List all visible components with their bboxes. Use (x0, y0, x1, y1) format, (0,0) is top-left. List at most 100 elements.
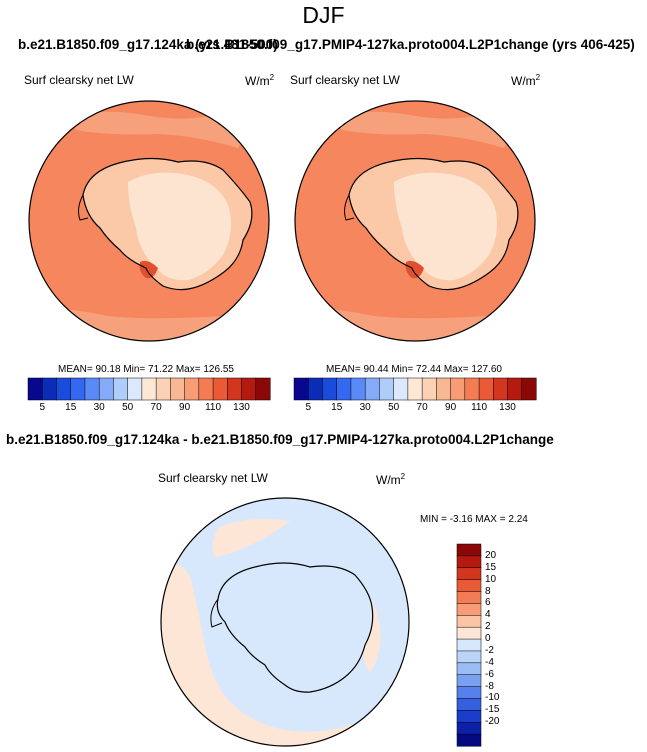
colorbar-level-label: 15 (485, 561, 497, 573)
left-colorbar-ticks: 5 15 30 50 70 90 110 130 (28, 402, 270, 416)
coastline (82, 157, 253, 291)
colorbar-swatch (464, 377, 480, 401)
colorbar-swatch (456, 733, 482, 747)
peninsula-outline (78, 194, 89, 221)
colorbar-tick-label: 90 (179, 402, 191, 413)
colorbar-swatch (456, 555, 482, 569)
colorbar-level-label: 0 (485, 633, 491, 645)
left-panel-units: W/m2 (245, 73, 275, 88)
colorbar-swatch (141, 377, 157, 401)
colorbar-swatch (456, 662, 482, 676)
colorbar-swatch (155, 377, 171, 401)
colorbar-swatch (456, 579, 482, 593)
colorbar-swatch (379, 377, 395, 401)
left-colorbar (27, 377, 271, 401)
diff-field-positive-south (161, 563, 409, 746)
colorbar-swatch (507, 377, 523, 401)
colorbar-tick-label: 30 (93, 402, 105, 413)
colorbar-tick-label: 50 (122, 402, 134, 413)
colorbar-swatch (521, 377, 537, 401)
colorbar-swatch (241, 377, 257, 401)
colorbar-level-label: -2 (485, 644, 494, 656)
colorbar-swatch (456, 721, 482, 735)
colorbar-tick-label: 90 (445, 402, 457, 413)
colorbar-tick-label: 50 (388, 402, 400, 413)
colorbar-swatch (336, 377, 352, 401)
colorbar-tick-label: 130 (499, 402, 516, 413)
colorbar-level-label: -20 (485, 716, 500, 728)
colorbar-level-label: 6 (485, 597, 491, 609)
colorbar-swatch (456, 603, 482, 616)
colorbar-level-label: -6 (485, 668, 494, 680)
colorbar-tick-label: 110 (205, 402, 222, 413)
difference-colorbar (456, 543, 482, 747)
peninsula-outline (344, 194, 355, 221)
colorbar-swatch (456, 674, 482, 688)
colorbar-swatch (322, 377, 338, 401)
right-polar-map (294, 100, 536, 342)
left-polar-map (28, 100, 270, 342)
colorbar-level-label: 10 (485, 573, 497, 585)
difference-title: b.e21.B1850.f09_g17.124ka - b.e21.B1850.… (6, 432, 554, 447)
diff-field-positive-north (212, 519, 290, 557)
difference-polar-map (160, 497, 410, 747)
ross-ice-shelf-hotspot (139, 260, 158, 279)
bottom-panel-stats: MIN = -3.16 MAX = 2.24 (420, 514, 528, 525)
colorbar-swatch (456, 650, 482, 664)
colorbar-swatch (478, 377, 494, 401)
antarctica-interior (394, 172, 498, 281)
colorbar-tick-label: 5 (305, 402, 312, 413)
colorbar-swatch (364, 377, 380, 401)
bottom-panel-units: W/m2 (376, 472, 406, 487)
colorbar-swatch (456, 591, 482, 604)
upper-ring-shading (68, 111, 243, 148)
colorbar-tick-label: 130 (233, 402, 250, 413)
colorbar-tick-label: 5 (39, 402, 46, 413)
colorbar-swatch (198, 377, 214, 401)
colorbar-swatch (127, 377, 143, 401)
colorbar-swatch (456, 543, 482, 557)
colorbar-level-label: -4 (485, 656, 494, 668)
map-border (28, 100, 270, 342)
upper-ring-shading (334, 111, 509, 148)
coastline (348, 157, 519, 291)
colorbar-swatch (98, 377, 114, 401)
colorbar-swatch (393, 377, 409, 401)
ross-ice-shelf-hotspot (405, 260, 424, 279)
colorbar-swatch (450, 377, 466, 401)
difference-colorbar-labels: 20 15 10 8 6 4 2 0 -2 -4 -6 -8 -10 -15 -20 (485, 544, 525, 746)
colorbar-swatch (70, 377, 86, 401)
left-run-title: b.e21.B1850.f09_g17.124ka (yrs 481-500) (18, 37, 278, 52)
right-run-title: b.e21.B1850.f09_g17.PMIP4-127ka.proto004… (186, 37, 635, 52)
right-colorbar (293, 377, 537, 401)
colorbar-swatch (27, 377, 43, 401)
bottom-panel-label: Surf clearsky net LW (158, 471, 268, 485)
colorbar-swatch (307, 377, 324, 401)
colorbar-swatch (212, 377, 228, 401)
colorbar-swatch (456, 710, 482, 723)
colorbar-swatch (456, 686, 482, 700)
antarctica-interior (128, 172, 232, 281)
colorbar-swatch (436, 377, 452, 401)
left-panel-stats: MEAN= 90.18 Min= 71.22 Max= 126.55 (58, 364, 234, 375)
colorbar-tick-label: 15 (331, 402, 343, 413)
colorbar-swatch (456, 626, 482, 640)
colorbar-tick-label: 30 (359, 402, 371, 413)
right-panel-units: W/m2 (511, 73, 541, 88)
colorbar-tick-label: 15 (65, 402, 77, 413)
colorbar-level-label: 2 (485, 621, 491, 633)
colorbar-swatch (170, 377, 186, 401)
colorbar-level-label: 8 (485, 585, 491, 597)
map-border (294, 100, 536, 342)
colorbar-swatch (350, 377, 366, 401)
colorbar-level-label: -10 (485, 692, 500, 704)
colorbar-swatch (407, 377, 423, 401)
colorbar-swatch (41, 377, 58, 401)
colorbar-swatch (456, 698, 482, 711)
colorbar-swatch (84, 377, 100, 401)
colorbar-swatch (456, 567, 482, 581)
colorbar-swatch (56, 377, 72, 401)
map-border (160, 497, 410, 747)
colorbar-swatch (113, 377, 129, 401)
left-panel-label: Surf clearsky net LW (24, 73, 134, 87)
